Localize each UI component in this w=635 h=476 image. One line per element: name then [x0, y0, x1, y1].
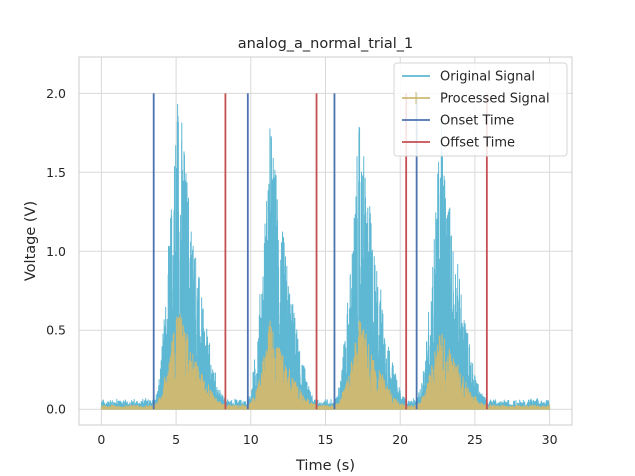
- axis-ticks: 0 5 10 15 20 25 30 0.0 0.5 1.0 1.5 2.0: [46, 86, 557, 447]
- legend-label-processed-signal: Processed Signal: [440, 92, 550, 107]
- plot-frame: [78, 56, 573, 426]
- data-layer: [100, 93, 551, 410]
- legend: Original Signal Processed Signal Onset Tim…: [393, 62, 568, 157]
- series-processed-signal: [100, 313, 551, 410]
- y-tick-label: 0.0: [46, 402, 66, 417]
- y-tick-label: 2.0: [46, 86, 66, 101]
- x-tick-label: 15: [318, 432, 334, 447]
- chart-title: analog_a_normal_trial_1: [238, 36, 414, 52]
- y-tick-label: 1.5: [46, 165, 66, 180]
- x-tick-label: 30: [542, 432, 558, 447]
- x-axis-label: Time (s): [295, 458, 355, 474]
- legend-label-onset-time: Onset Time: [440, 114, 514, 129]
- x-tick-label: 20: [392, 432, 408, 447]
- y-tick-label: 1.0: [46, 244, 66, 259]
- x-tick-label: 25: [467, 432, 483, 447]
- y-tick-label: 0.5: [46, 323, 66, 338]
- x-tick-label: 0: [97, 432, 105, 447]
- legend-label-offset-time: Offset Time: [440, 136, 515, 151]
- y-axis-label: Voltage (V): [23, 201, 39, 281]
- x-tick-label: 5: [172, 432, 180, 447]
- x-tick-label: 10: [243, 432, 259, 447]
- legend-box: [393, 62, 568, 157]
- legend-label-original-signal: Original Signal: [440, 70, 535, 85]
